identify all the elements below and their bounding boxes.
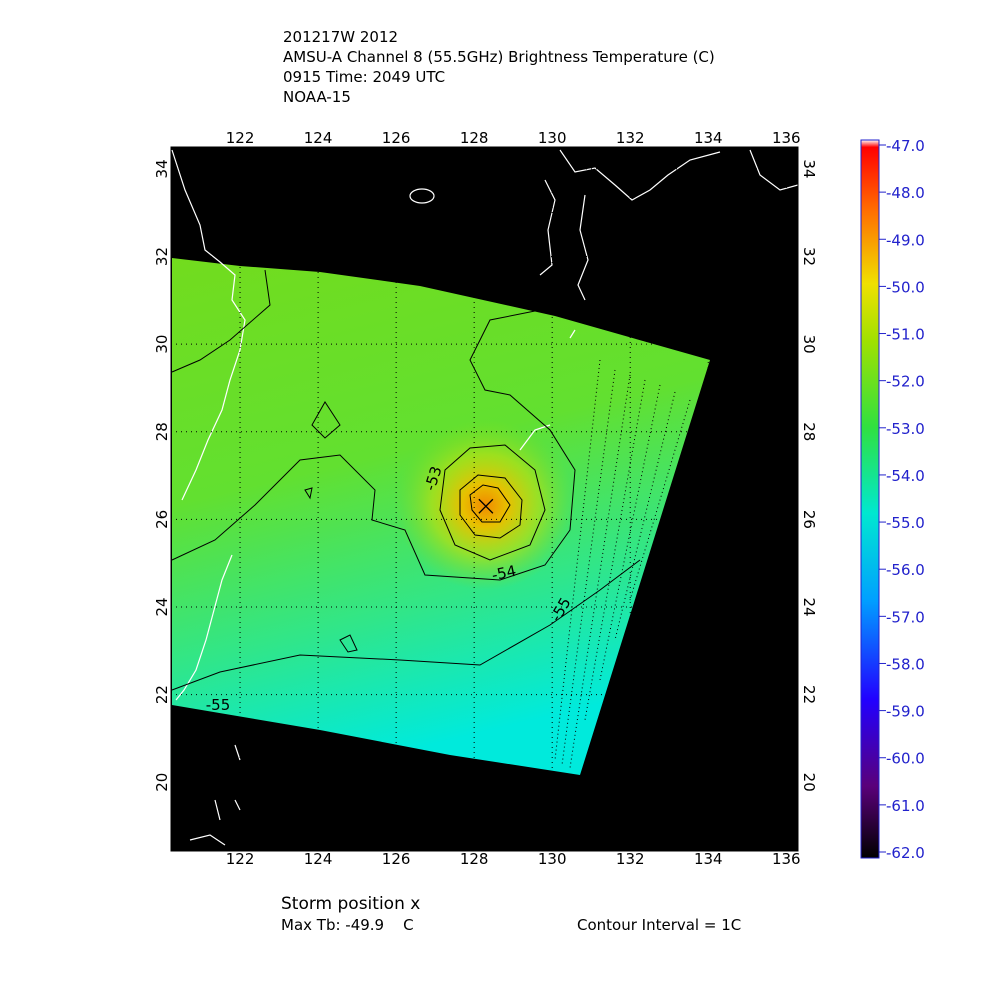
- title-line: AMSU-A Channel 8 (55.5GHz) Brightness Te…: [283, 48, 715, 66]
- map-frame: [170, 146, 799, 852]
- x-tick-label: 126: [382, 850, 411, 868]
- colorbar-label: -57.0: [886, 608, 925, 626]
- y-tick-label: 26: [800, 510, 818, 529]
- contour: [171, 269, 271, 373]
- x-tick-label: 134: [694, 129, 723, 147]
- x-tick-label: 128: [460, 850, 489, 868]
- y-tick-label: 32: [800, 247, 818, 266]
- x-tick-label: 132: [616, 850, 645, 868]
- colorbar-label: -59.0: [886, 703, 925, 721]
- y-tick-label: 24: [800, 597, 818, 616]
- colorbar-label: -62.0: [886, 844, 925, 862]
- x-tick-label: 132: [616, 129, 645, 147]
- colorbar-scale: [860, 139, 880, 859]
- colorbar-label: -47.0: [886, 137, 925, 155]
- x-tick-label: 130: [538, 850, 567, 868]
- contour: [171, 309, 576, 581]
- contour-interval: Contour Interval = 1C: [577, 916, 741, 934]
- colorbar-label: -61.0: [886, 797, 925, 815]
- colorbar-label: -48.0: [886, 184, 925, 202]
- x-tick-label: 136: [772, 850, 801, 868]
- colorbar-label: -54.0: [886, 467, 925, 485]
- x-tick-label: 134: [694, 850, 723, 868]
- x-tick-label: 128: [460, 129, 489, 147]
- colorbar-label: -50.0: [886, 278, 925, 296]
- y-tick-label: 30: [800, 335, 818, 354]
- x-tick-label: 126: [382, 129, 411, 147]
- storm-marker: [478, 498, 494, 514]
- x-tick-label: 136: [772, 129, 801, 147]
- colorbar: -47.0 -48.0 -49.0 -50.0 -51.0 -52.0 -53.0 -54.0…: [860, 137, 925, 862]
- coastline: [175, 554, 233, 701]
- storm: [478, 498, 494, 514]
- title-line: 201217W 2012: [283, 28, 398, 46]
- colorbar-label: -53.0: [886, 420, 925, 438]
- x-tick-label: 124: [304, 129, 333, 147]
- y-tick-label: 26: [153, 510, 171, 529]
- coastline: [539, 149, 721, 301]
- contour: [459, 474, 523, 539]
- title-line: 0915 Time: 2049 UTC: [283, 68, 445, 86]
- y-tick-label: 28: [800, 422, 818, 441]
- coastline: [519, 424, 551, 451]
- footer: Storm position x Max Tb: -49.9 C Contour…: [281, 894, 741, 934]
- contours: [171, 269, 691, 769]
- y-tick-label: 34: [153, 159, 171, 178]
- contour: [439, 444, 546, 561]
- contour-label: -54: [490, 562, 518, 585]
- y-tick-label: 34: [800, 159, 818, 178]
- title-line: NOAA-15: [283, 88, 351, 106]
- max-tb: Max Tb: -49.9 C: [281, 916, 414, 934]
- coastline: [749, 149, 798, 191]
- colorbar-label: -58.0: [886, 655, 925, 673]
- storm-label: Storm position x: [281, 894, 420, 914]
- y-tick-label: 28: [153, 422, 171, 441]
- y-tick-label: 32: [153, 247, 171, 266]
- colorbar-label: -55.0: [886, 514, 925, 532]
- map: -53-54-55-55: [171, 147, 798, 851]
- colorbar-label: -52.0: [886, 373, 925, 391]
- coastline: [189, 329, 576, 846]
- island: [409, 188, 435, 204]
- y-tick-label: 20: [800, 773, 818, 792]
- y-tick-label: 22: [800, 685, 818, 704]
- colorbar-label: -56.0: [886, 561, 925, 579]
- header: 201217W 2012 AMSU-A Channel 8 (55.5GHz) …: [283, 28, 715, 106]
- y-tick-label: 24: [153, 597, 171, 616]
- x-tick-label: 122: [226, 850, 255, 868]
- x-tick-label: 122: [226, 129, 255, 147]
- colorbar-label: -49.0: [886, 231, 925, 249]
- contour: [171, 559, 641, 691]
- y-tick-label: 20: [153, 773, 171, 792]
- y-tick-label: 30: [153, 335, 171, 354]
- contour: [554, 359, 691, 769]
- coastlines: [171, 149, 798, 846]
- coastline: [171, 149, 246, 501]
- axes: 122 122 124 124 126 126 128 128 130 130 132 132 134 1…: [153, 129, 818, 868]
- contour: [304, 401, 358, 653]
- colorbar-label: -60.0: [886, 750, 925, 768]
- y-tick-label: 22: [153, 685, 171, 704]
- contour-label: -55: [206, 696, 231, 714]
- colorbar-label: -51.0: [886, 326, 925, 344]
- x-tick-label: 124: [304, 850, 333, 868]
- x-tick-label: 130: [538, 129, 567, 147]
